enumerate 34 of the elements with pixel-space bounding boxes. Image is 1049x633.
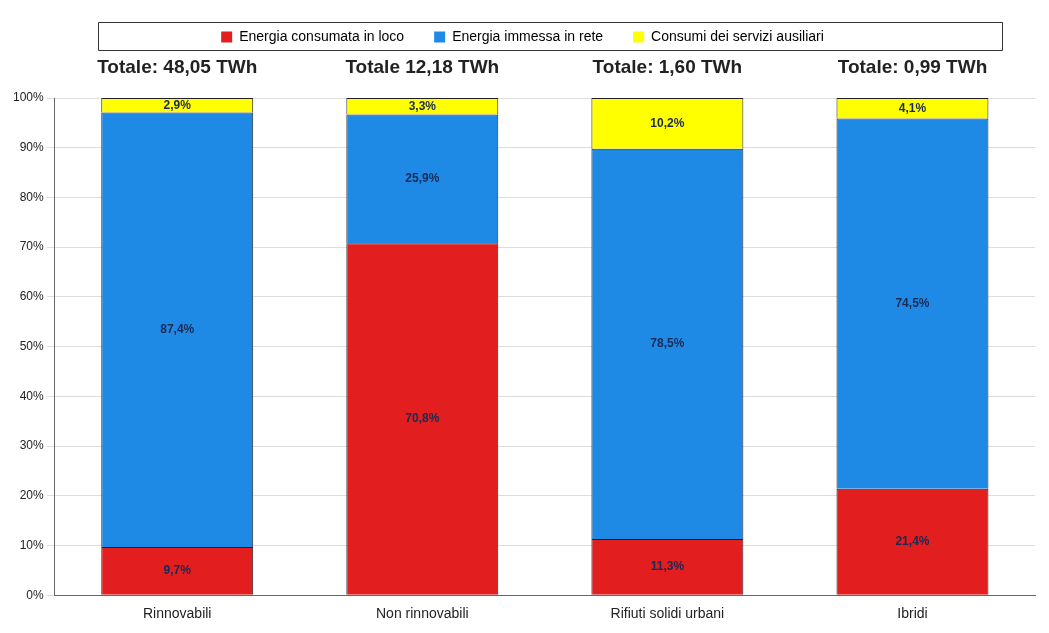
- data-label: 74,5%: [895, 295, 930, 310]
- data-label: 87,4%: [160, 322, 195, 337]
- data-label: 21,4%: [895, 534, 930, 549]
- y-tick-label: 80%: [19, 189, 45, 204]
- y-tick-label: 60%: [19, 289, 45, 304]
- data-label: 11,3%: [650, 559, 685, 574]
- y-tick-label: 90%: [19, 140, 45, 155]
- x-tick-label: Rinnovabili: [142, 605, 212, 622]
- y-tick-label: 10%: [19, 537, 45, 552]
- legend-label: Consumi dei servizi ausiliari: [651, 27, 824, 44]
- data-label: 70,8%: [405, 411, 440, 426]
- y-tick-label: 0%: [26, 587, 45, 602]
- y-tick-label: 30%: [19, 438, 45, 453]
- data-label: 3,3%: [408, 98, 437, 113]
- data-label: 10,2%: [650, 115, 685, 130]
- data-label: 25,9%: [405, 171, 440, 186]
- text: Totale: 48,05 TWh: [97, 56, 258, 78]
- data-label: 78,5%: [650, 336, 685, 351]
- y-tick-label: 70%: [19, 239, 45, 254]
- data-label: 4,1%: [898, 100, 927, 115]
- y-tick-label: 50%: [19, 338, 45, 353]
- legend-label: Energia consumata in loco: [239, 27, 405, 44]
- x-tick-label: Rifiuti solidi urbani: [610, 605, 725, 622]
- y-tick-label: 40%: [19, 388, 45, 403]
- data-label: 9,7%: [163, 563, 192, 578]
- y-tick-label: 20%: [19, 488, 45, 503]
- y-tick-label: 100%: [12, 90, 45, 105]
- text: Totale 12,18 TWh: [345, 56, 500, 78]
- data-label: 2,9%: [163, 97, 192, 112]
- legend-label: Energia immessa in rete: [452, 27, 604, 44]
- x-tick-label: Ibridi: [897, 605, 928, 622]
- text: Totale: 0,99 TWh: [837, 56, 988, 78]
- x-tick-label: Non rinnovabili: [376, 605, 469, 622]
- text: Totale: 1,60 TWh: [592, 56, 743, 78]
